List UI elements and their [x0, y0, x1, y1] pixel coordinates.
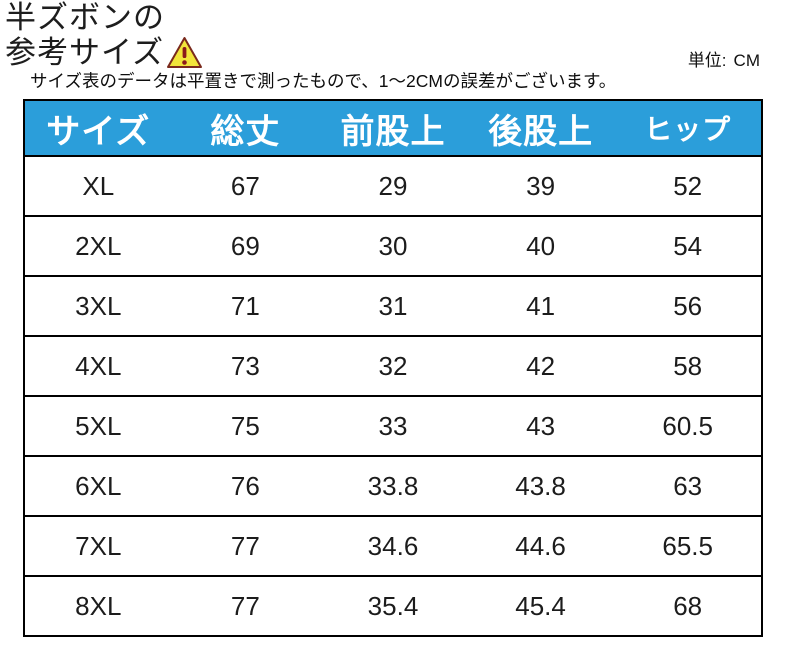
table-row: 5XL 75 33 43 60.5 [24, 395, 762, 456]
table-row: XL 67 29 39 52 [24, 156, 762, 216]
measurement-cell: 45.4 [466, 575, 615, 636]
measurement-cell: 58 [614, 335, 762, 396]
measurement-cell: 43.8 [466, 455, 615, 516]
size-cell: 2XL [24, 215, 172, 276]
table-row: 3XL 71 31 41 56 [24, 275, 762, 336]
size-cell: 5XL [24, 395, 172, 456]
measurement-cell: 44.6 [466, 515, 615, 576]
table-row: 4XL 73 32 42 58 [24, 335, 762, 396]
measurement-cell: 40 [466, 215, 615, 276]
table-row: 7XL 77 34.6 44.6 65.5 [24, 515, 762, 576]
measurement-cell: 73 [171, 335, 320, 396]
size-cell: 4XL [24, 335, 172, 396]
unit-label: 単位: CM [688, 46, 760, 71]
header-row: サイズ 総丈 前股上 後股上 ヒップ [24, 100, 762, 157]
size-table-body: XL 67 29 39 52 2XL 69 30 40 54 3XL 71 31 41 56 4XL 73 32 4… [24, 156, 762, 636]
measurement-cell: 41 [466, 275, 615, 336]
size-cell: 8XL [24, 575, 172, 636]
column-header: 前股上 [319, 100, 467, 157]
measurement-cell: 30 [319, 215, 467, 276]
measurement-cell: 69 [171, 215, 320, 276]
column-header: ヒップ [614, 100, 762, 157]
measurement-cell: 33.8 [319, 455, 467, 516]
column-header: 総丈 [171, 100, 320, 157]
size-cell: 7XL [24, 515, 172, 576]
measurement-cell: 76 [171, 455, 320, 516]
measurement-cell: 42 [466, 335, 615, 396]
size-cell: 3XL [24, 275, 172, 336]
page-title: 半ズボンの 参考サイズ [5, 0, 203, 76]
measurement-cell: 54 [614, 215, 762, 276]
size-cell: XL [82, 170, 115, 201]
measurement-cell: 39 [526, 170, 556, 201]
measurement-cell: 32 [319, 335, 467, 396]
measurement-cell: 33 [319, 395, 467, 456]
measurement-cell: 52 [673, 170, 703, 201]
measurement-cell: 75 [171, 395, 320, 456]
measurement-cell: 67 [230, 170, 260, 201]
measurement-cell: 31 [319, 275, 467, 336]
measurement-cell: 65.5 [614, 515, 762, 576]
table-row: 2XL 69 30 40 54 [24, 215, 762, 276]
table-row: 8XL 77 35.4 45.4 68 [24, 575, 762, 636]
measurement-cell: 77 [171, 515, 320, 576]
size-table-header: サイズ 総丈 前股上 後股上 ヒップ [24, 100, 762, 157]
size-table: サイズ 総丈 前股上 後股上 ヒップ XL 67 29 39 52 2XL 69 30 40 54 3XL 7… [23, 99, 763, 637]
measurement-cell: 43 [466, 395, 615, 456]
measurement-cell: 71 [171, 275, 320, 336]
column-header: 後股上 [466, 100, 615, 157]
measurement-cell: 60.5 [614, 395, 762, 456]
measurement-cell: 34.6 [319, 515, 467, 576]
table-row: 6XL 76 33.8 43.8 63 [24, 455, 762, 516]
measurement-cell: 68 [614, 575, 762, 636]
note-text: サイズ表のデータは平置きで測ったもので、1～2CMの誤差がございます。 [30, 71, 617, 91]
unit-label-text: 単位: [687, 51, 727, 70]
column-header: サイズ [24, 100, 172, 157]
measurement-cell: 63 [614, 455, 762, 516]
measurement-cell: 56 [614, 275, 762, 336]
warning-triangle-icon [166, 36, 203, 76]
measurement-cell: 35.4 [319, 575, 467, 636]
title-line2: 参考サイズ [5, 35, 165, 70]
title-line1: 半ズボンの [5, 0, 165, 35]
measurement-cell: 77 [171, 575, 320, 636]
size-cell: 6XL [24, 455, 172, 516]
unit-value: CM [733, 51, 760, 70]
measurement-cell: 29 [378, 170, 408, 201]
